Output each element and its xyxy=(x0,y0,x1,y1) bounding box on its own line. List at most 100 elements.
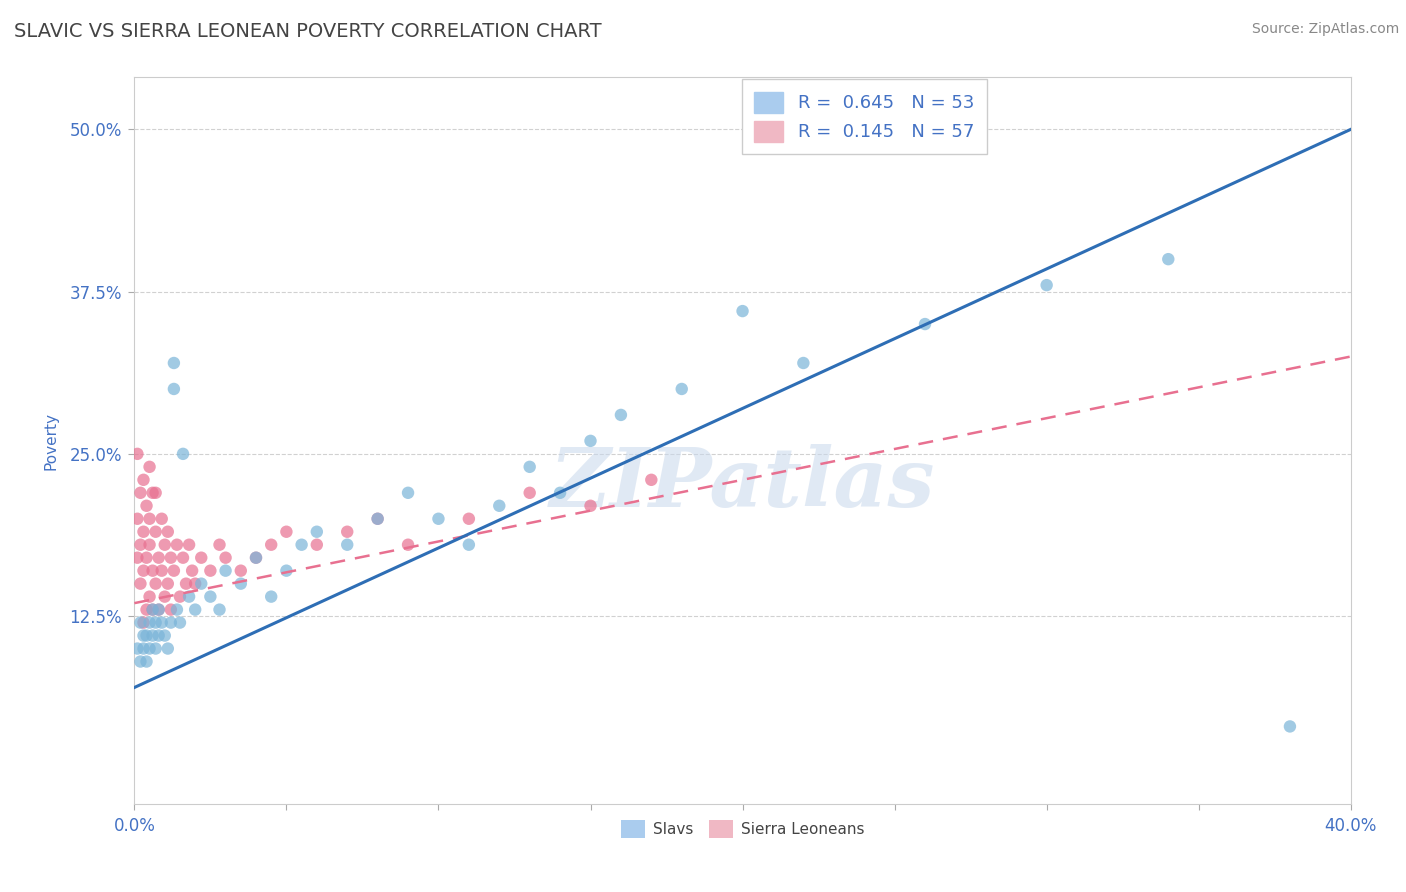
Point xyxy=(132,641,155,656)
Point xyxy=(145,615,167,630)
Point xyxy=(276,564,298,578)
Point xyxy=(138,459,160,474)
Point xyxy=(457,538,479,552)
Point xyxy=(153,629,176,643)
Point xyxy=(488,499,510,513)
Point xyxy=(200,590,222,604)
Point xyxy=(172,550,194,565)
Point xyxy=(148,629,170,643)
Point xyxy=(132,524,155,539)
Point xyxy=(610,408,633,422)
Y-axis label: Poverty: Poverty xyxy=(44,412,58,470)
Point xyxy=(163,382,186,396)
Point xyxy=(457,512,479,526)
Point xyxy=(519,485,541,500)
Point xyxy=(138,538,160,552)
Point xyxy=(148,602,170,616)
Point xyxy=(135,550,157,565)
Point xyxy=(396,538,419,552)
Point xyxy=(145,641,167,656)
Point xyxy=(127,512,149,526)
Point xyxy=(145,524,167,539)
Point xyxy=(260,590,283,604)
Point xyxy=(156,576,179,591)
Point xyxy=(579,499,602,513)
Point xyxy=(142,564,165,578)
Point xyxy=(138,615,160,630)
Point xyxy=(129,615,152,630)
Point xyxy=(276,524,298,539)
Point xyxy=(229,576,252,591)
Point xyxy=(160,602,183,616)
Point xyxy=(367,512,389,526)
Point xyxy=(184,602,207,616)
Point xyxy=(132,473,155,487)
Point xyxy=(142,602,165,616)
Point xyxy=(142,485,165,500)
Point xyxy=(174,576,197,591)
Point xyxy=(129,576,152,591)
Point xyxy=(138,590,160,604)
Point xyxy=(148,550,170,565)
Point xyxy=(792,356,814,370)
Point xyxy=(172,447,194,461)
Point xyxy=(129,538,152,552)
Point xyxy=(336,524,359,539)
Point xyxy=(214,564,236,578)
Point xyxy=(367,512,389,526)
Point xyxy=(640,473,662,487)
Point xyxy=(132,564,155,578)
Point xyxy=(169,615,191,630)
Point xyxy=(132,629,155,643)
Point xyxy=(150,512,173,526)
Point xyxy=(305,538,328,552)
Point xyxy=(127,447,149,461)
Text: SLAVIC VS SIERRA LEONEAN POVERTY CORRELATION CHART: SLAVIC VS SIERRA LEONEAN POVERTY CORRELA… xyxy=(14,22,602,41)
Point xyxy=(1035,278,1057,293)
Point xyxy=(163,356,186,370)
Point xyxy=(138,512,160,526)
Point xyxy=(160,550,183,565)
Point xyxy=(181,564,204,578)
Point xyxy=(145,576,167,591)
Point xyxy=(148,602,170,616)
Point xyxy=(129,485,152,500)
Point xyxy=(291,538,314,552)
Point xyxy=(208,602,231,616)
Point xyxy=(153,538,176,552)
Point xyxy=(135,629,157,643)
Point xyxy=(129,655,152,669)
Legend: Slavs, Sierra Leoneans: Slavs, Sierra Leoneans xyxy=(614,814,870,844)
Point xyxy=(200,564,222,578)
Point xyxy=(245,550,267,565)
Point xyxy=(156,524,179,539)
Point xyxy=(135,602,157,616)
Point xyxy=(190,576,212,591)
Point xyxy=(396,485,419,500)
Point xyxy=(166,538,188,552)
Point xyxy=(214,550,236,565)
Point xyxy=(145,485,167,500)
Point xyxy=(132,615,155,630)
Point xyxy=(427,512,450,526)
Point xyxy=(156,641,179,656)
Point xyxy=(127,550,149,565)
Point xyxy=(914,317,936,331)
Point xyxy=(336,538,359,552)
Point xyxy=(548,485,571,500)
Point xyxy=(166,602,188,616)
Point xyxy=(150,564,173,578)
Point xyxy=(1278,719,1301,733)
Point xyxy=(519,459,541,474)
Text: ZIPatlas: ZIPatlas xyxy=(550,444,935,524)
Text: Source: ZipAtlas.com: Source: ZipAtlas.com xyxy=(1251,22,1399,37)
Point xyxy=(1157,252,1180,267)
Point xyxy=(135,655,157,669)
Point xyxy=(229,564,252,578)
Point xyxy=(138,641,160,656)
Point xyxy=(184,576,207,591)
Point xyxy=(142,629,165,643)
Point xyxy=(245,550,267,565)
Point xyxy=(153,590,176,604)
Point xyxy=(177,538,200,552)
